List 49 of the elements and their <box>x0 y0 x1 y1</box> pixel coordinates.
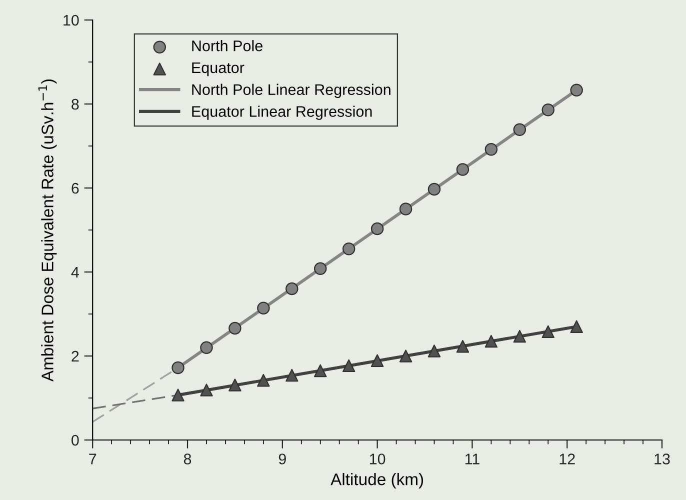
point <box>542 104 554 116</box>
y-tick-label: 0 <box>72 434 79 446</box>
point <box>286 368 298 382</box>
point <box>370 354 384 367</box>
point <box>542 325 554 338</box>
point <box>200 384 213 396</box>
legend-label: Equator Linear Regression <box>192 106 372 120</box>
y-tick-label: 8 <box>72 98 79 110</box>
point <box>428 182 441 196</box>
legend-label: Equator <box>192 62 244 76</box>
point <box>570 84 583 97</box>
x-tick-label: 10 <box>370 454 386 464</box>
point <box>314 262 327 276</box>
x-tick-label: 12 <box>560 454 575 464</box>
point <box>257 302 270 314</box>
point <box>570 320 583 333</box>
point <box>484 142 498 156</box>
y-axis-title: Ambient Dose Equivalent Rate (uSv.h$^{−1}$) <box>38 79 57 382</box>
y-tick-label: 6 <box>72 182 79 194</box>
point <box>314 364 327 378</box>
point <box>228 322 242 335</box>
x-tick-label: 8 <box>184 454 192 464</box>
point <box>428 344 441 358</box>
x-tick-label: 13 <box>654 454 670 464</box>
x-tick-label: 7 <box>89 454 96 464</box>
point <box>513 123 526 136</box>
point <box>257 374 270 387</box>
point <box>200 341 213 354</box>
legend-label: North Pole Linear Regression <box>192 84 390 98</box>
point <box>456 163 470 176</box>
point <box>228 378 242 392</box>
point <box>399 350 412 362</box>
point <box>484 334 498 348</box>
x-tick-label: 11 <box>465 454 480 464</box>
y-tick-label: 10 <box>64 14 79 26</box>
point <box>342 359 356 372</box>
point <box>172 361 184 374</box>
point <box>399 202 412 216</box>
point <box>342 242 356 256</box>
point <box>172 388 184 402</box>
point <box>513 330 526 343</box>
x-axis-title: Altitude (km) <box>330 472 424 489</box>
y-tick-label: 2 <box>72 350 79 362</box>
legend-label: North Pole <box>192 40 262 52</box>
point <box>286 282 298 296</box>
x-tick-label: 9 <box>278 454 286 464</box>
point <box>370 222 384 236</box>
point <box>456 340 470 353</box>
y-tick-label: 4 <box>71 267 79 278</box>
